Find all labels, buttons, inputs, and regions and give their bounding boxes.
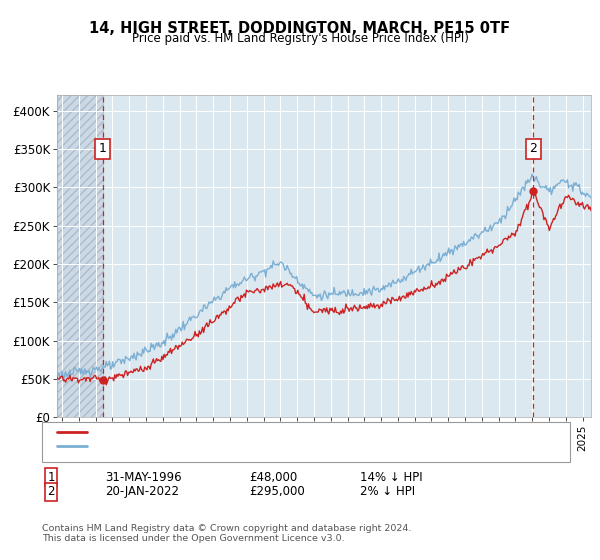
Text: 14, HIGH STREET, DODDINGTON, MARCH, PE15 0TF: 14, HIGH STREET, DODDINGTON, MARCH, PE15… [89, 21, 511, 36]
Text: Contains HM Land Registry data © Crown copyright and database right 2024.
This d: Contains HM Land Registry data © Crown c… [42, 524, 412, 543]
Text: 14% ↓ HPI: 14% ↓ HPI [360, 470, 422, 484]
Text: Price paid vs. HM Land Registry's House Price Index (HPI): Price paid vs. HM Land Registry's House … [131, 32, 469, 45]
Text: 1: 1 [99, 142, 107, 155]
Text: 2: 2 [47, 485, 55, 498]
Text: £295,000: £295,000 [249, 485, 305, 498]
Text: 2% ↓ HPI: 2% ↓ HPI [360, 485, 415, 498]
Text: £48,000: £48,000 [249, 470, 297, 484]
Text: HPI: Average price, detached house, Fenland: HPI: Average price, detached house, Fenl… [93, 441, 343, 451]
Text: 2: 2 [529, 142, 537, 155]
Text: 14, HIGH STREET, DODDINGTON, MARCH, PE15 0TF (detached house): 14, HIGH STREET, DODDINGTON, MARCH, PE15… [93, 427, 482, 437]
Text: 31-MAY-1996: 31-MAY-1996 [105, 470, 182, 484]
Text: 20-JAN-2022: 20-JAN-2022 [105, 485, 179, 498]
Text: 1: 1 [47, 470, 55, 484]
Bar [57, 95, 103, 417]
